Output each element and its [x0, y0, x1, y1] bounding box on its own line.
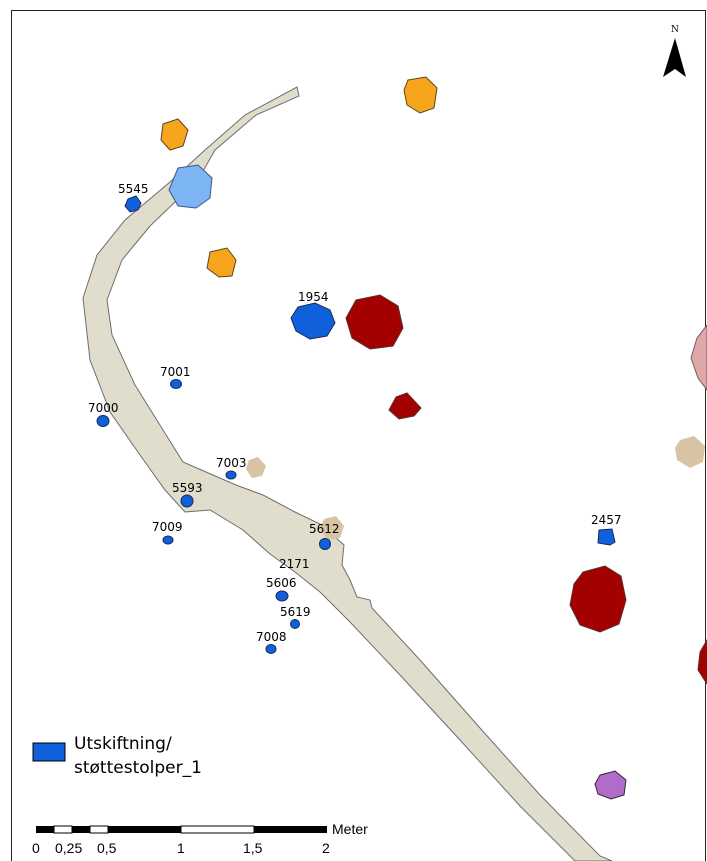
scale-tick: 1: [177, 840, 185, 856]
tan-feature: [246, 457, 266, 478]
post-7003: [225, 470, 237, 480]
scale-segment: [36, 826, 54, 833]
scale-tick: 1,5: [243, 840, 263, 856]
north-label: N: [671, 25, 679, 35]
legend-label-line1: Utskiftning/: [74, 734, 172, 754]
label-5612: 5612: [309, 522, 340, 536]
post-1954: [290, 302, 336, 340]
label-1954: 1954: [298, 290, 329, 304]
label-7008: 7008: [256, 630, 287, 644]
label-2171: 2171: [279, 557, 310, 571]
legend-swatch: [32, 742, 66, 762]
scale-segment: [89, 825, 109, 834]
tan-feature: [320, 516, 344, 540]
post-7000: [96, 415, 110, 427]
dark-red-feature: [569, 565, 627, 633]
feature-labels: 5545 1954 7001 7000 7003 5593 7009 5612 …: [88, 182, 622, 644]
tan-feature: [675, 436, 705, 468]
dark-red-feature: [388, 392, 422, 420]
light-blue-feature: [168, 164, 213, 209]
scale-tick: 0,25: [55, 840, 82, 856]
post-7001: [170, 379, 182, 389]
post-7009: [162, 535, 174, 545]
post-5545: [124, 195, 142, 213]
post-5619: [290, 619, 300, 629]
label-2457: 2457: [591, 513, 622, 527]
label-5593: 5593: [172, 481, 203, 495]
purple-feature: [594, 770, 627, 800]
label-7001: 7001: [160, 365, 191, 379]
scale-segment: [72, 826, 90, 833]
north-arrow-icon: [663, 38, 686, 77]
scale-tick: 2: [322, 840, 330, 856]
legend-label-line2: støttestolper_1: [74, 758, 202, 778]
legend: Utskiftning/ støttestolper_1: [32, 734, 202, 778]
dark-red-feature: [345, 294, 404, 350]
post-5606: [275, 590, 289, 602]
label-7000: 7000: [88, 401, 119, 415]
post-features: [96, 195, 616, 654]
pink-feature: [690, 324, 707, 391]
label-5606: 5606: [266, 576, 297, 590]
post-7008: [265, 644, 277, 654]
label-5619: 5619: [280, 605, 311, 619]
label-7009: 7009: [152, 520, 183, 534]
scale-bar: Meter 0 0,25 0,5 1 1,5 2: [32, 821, 368, 856]
post-5593: [180, 494, 194, 508]
scale-segment: [180, 825, 255, 834]
scale-segment: [53, 825, 73, 834]
scale-segment: [254, 826, 327, 833]
post-5612: [319, 538, 331, 550]
orange-feature: [206, 247, 237, 278]
label-7003: 7003: [216, 456, 247, 470]
dark-red-feature: [697, 639, 707, 685]
scale-unit: Meter: [332, 821, 368, 837]
post-2457: [597, 528, 616, 546]
north-arrow: N: [663, 25, 686, 77]
scale-segment: [108, 826, 181, 833]
trench-band: [82, 86, 613, 861]
orange-feature: [403, 76, 438, 114]
scale-tick: 0,5: [97, 840, 117, 856]
scale-tick: 0: [32, 840, 40, 856]
label-5545: 5545: [118, 182, 149, 196]
orange-feature: [160, 118, 189, 151]
